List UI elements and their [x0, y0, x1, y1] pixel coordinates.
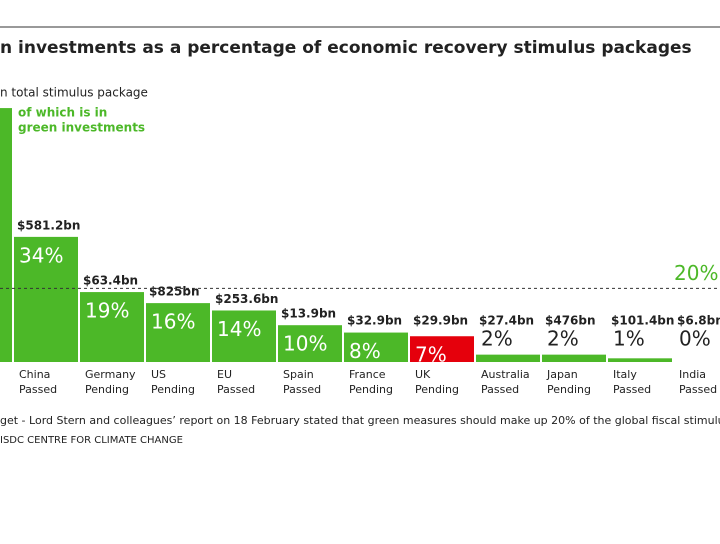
- bar: [146, 303, 210, 362]
- status-label: Pending: [349, 383, 393, 396]
- category-label: UK: [415, 368, 431, 381]
- bar: [476, 354, 540, 362]
- percent-label: 1%: [613, 327, 645, 351]
- percent-label: 7%: [415, 343, 447, 367]
- percent-label: 16%: [151, 310, 195, 334]
- status-label: Pending: [415, 383, 459, 396]
- status-label: Passed: [217, 383, 255, 396]
- category-label: France: [349, 368, 386, 381]
- category-label: India: [679, 368, 706, 381]
- bar: [212, 310, 276, 362]
- stimulus-label: $29.9bn: [413, 314, 468, 328]
- stimulus-label: $825bn: [149, 285, 200, 299]
- bar: [344, 332, 408, 362]
- category-label: China: [19, 368, 50, 381]
- percent-label: 8%: [349, 339, 381, 363]
- bar: [0, 108, 12, 362]
- status-label: Passed: [613, 383, 651, 396]
- category-label: US: [151, 368, 166, 381]
- stimulus-label: $101.4bn: [611, 314, 674, 328]
- percent-label: 14%: [217, 317, 261, 341]
- legend-total: n total stimulus package: [0, 86, 148, 100]
- status-label: Passed: [679, 383, 717, 396]
- category-label: Japan: [546, 368, 578, 381]
- percent-label: 19%: [85, 299, 129, 323]
- bar: [278, 325, 342, 362]
- stimulus-label: $27.4bn: [479, 314, 534, 328]
- percent-label: 2%: [481, 327, 513, 351]
- status-label: Passed: [481, 383, 519, 396]
- legend-green: green investments: [18, 121, 145, 135]
- bar: [542, 354, 606, 362]
- status-label: Pending: [547, 383, 591, 396]
- status-label: Passed: [19, 383, 57, 396]
- stimulus-label: $253.6bn: [215, 292, 278, 306]
- stimulus-label: $32.9bn: [347, 314, 402, 328]
- category-label: Germany: [85, 368, 136, 381]
- percent-label: 0%: [679, 327, 711, 351]
- bar: [80, 292, 144, 362]
- category-label: Spain: [283, 368, 314, 381]
- percent-label: 2%: [547, 327, 579, 351]
- stimulus-label: $581.2bn: [17, 218, 80, 232]
- category-label: Australia: [481, 368, 530, 381]
- category-label: EU: [217, 368, 232, 381]
- status-label: Pending: [151, 383, 195, 396]
- percent-label: 10%: [283, 332, 327, 356]
- bar: [14, 236, 78, 362]
- stimulus-label: $63.4bn: [83, 274, 138, 288]
- percent-label: 34%: [19, 243, 63, 267]
- category-label: Italy: [613, 368, 637, 381]
- chart-title: n investments as a percentage of economi…: [0, 38, 692, 58]
- target-label: 20%: [674, 261, 718, 285]
- status-label: Passed: [283, 383, 321, 396]
- bar: [608, 358, 672, 362]
- stimulus-label: $13.9bn: [281, 307, 336, 321]
- bar: [410, 336, 474, 362]
- legend-green: of which is in: [18, 106, 107, 120]
- source: ISDC CENTRE FOR CLIMATE CHANGE: [0, 435, 183, 446]
- status-label: Pending: [85, 383, 129, 396]
- stimulus-label: $6.8bn: [677, 314, 720, 328]
- footnote: get - Lord Stern and colleagues’ report …: [0, 414, 720, 427]
- stimulus-label: $476bn: [545, 314, 596, 328]
